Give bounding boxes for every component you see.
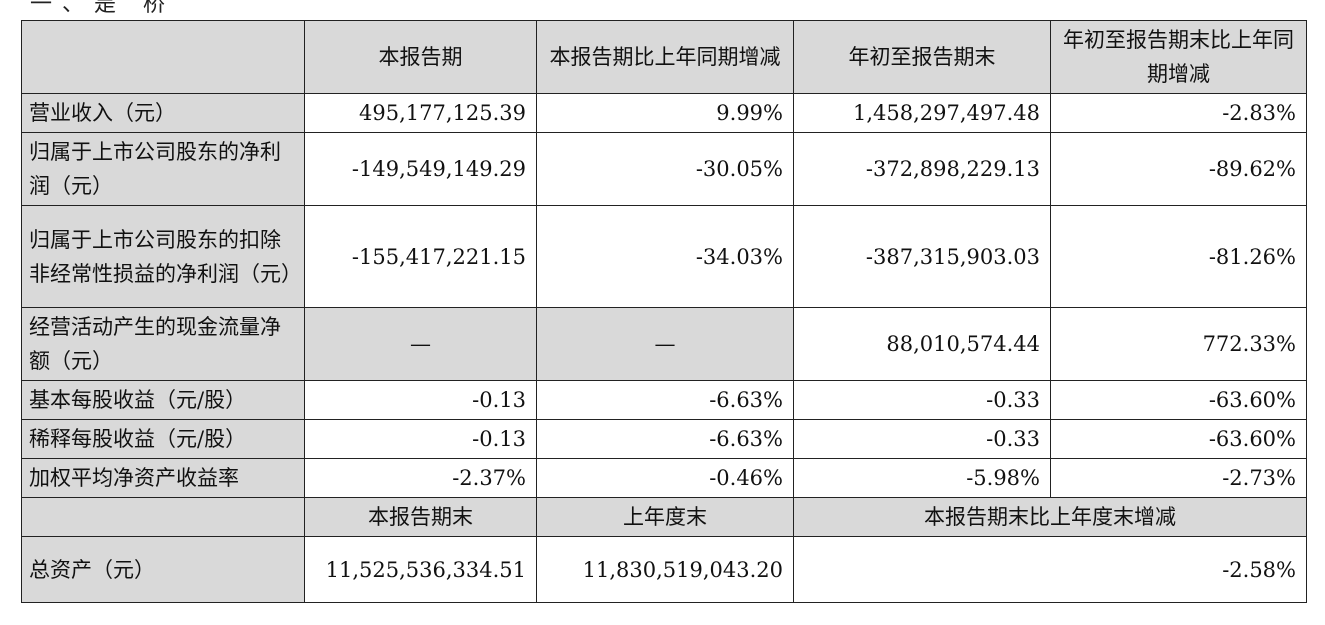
table-row: 经营活动产生的现金流量净额（元） — — 88,010,574.44 772.3…: [21, 307, 1307, 381]
header-ytd-yoy: 年初至报告期末比上年同期增减: [1050, 20, 1307, 94]
table-cell: -0.33: [793, 419, 1051, 459]
table-cell: 9.99%: [536, 93, 794, 133]
table-cell: -2.58%: [793, 536, 1307, 603]
table-cell: -149,549,149.29: [304, 132, 537, 206]
row-label: 经营活动产生的现金流量净额（元）: [21, 307, 305, 381]
table-cell: -30.05%: [536, 132, 794, 206]
table-cell: 88,010,574.44: [793, 307, 1051, 381]
page-heading-fragment: 一、是 桥: [30, 0, 175, 17]
table-subheader-row: 本报告期末 上年度末 本报告期末比上年度末增减: [21, 497, 1307, 537]
table-cell: 1,458,297,497.48: [793, 93, 1051, 133]
table-cell: -0.46%: [536, 458, 794, 498]
table-cell: -2.73%: [1050, 458, 1307, 498]
table-row: 基本每股收益（元/股） -0.13 -6.63% -0.33 -63.60%: [21, 380, 1307, 420]
table-cell: -34.03%: [536, 205, 794, 308]
row-label: 加权平均净资产收益率: [21, 458, 305, 498]
row-label: 基本每股收益（元/股）: [21, 380, 305, 420]
table-cell: -2.37%: [304, 458, 537, 498]
table-row: 营业收入（元） 495,177,125.39 9.99% 1,458,297,4…: [21, 93, 1307, 133]
financial-data-table: 本报告期 本报告期比上年同期增减 年初至报告期末 年初至报告期末比上年同期增减 …: [21, 20, 1307, 603]
table-row: 稀释每股收益（元/股） -0.13 -6.63% -0.33 -63.60%: [21, 419, 1307, 459]
table-cell: -0.13: [304, 380, 537, 420]
row-label: 营业收入（元）: [21, 93, 305, 133]
subheader-change: 本报告期末比上年度末增减: [793, 497, 1307, 537]
table-header-row: 本报告期 本报告期比上年同期增减 年初至报告期末 年初至报告期末比上年同期增减: [21, 20, 1307, 94]
header-cell-empty: [21, 20, 305, 94]
subheader-cell-empty: [21, 497, 305, 537]
table-cell: -0.13: [304, 419, 537, 459]
table-cell: -6.63%: [536, 419, 794, 459]
subheader-prior-year-end: 上年度末: [536, 497, 794, 537]
table-cell: -2.83%: [1050, 93, 1307, 133]
table-cell: 495,177,125.39: [304, 93, 537, 133]
table-cell: -0.33: [793, 380, 1051, 420]
header-current-period-yoy: 本报告期比上年同期增减: [536, 20, 794, 94]
row-label: 总资产（元）: [21, 536, 305, 603]
table-row: 归属于上市公司股东的净利润（元） -149,549,149.29 -30.05%…: [21, 132, 1307, 206]
table-row: 归属于上市公司股东的扣除非经常性损益的净利润（元） -155,417,221.1…: [21, 205, 1307, 308]
table-row: 加权平均净资产收益率 -2.37% -0.46% -5.98% -2.73%: [21, 458, 1307, 498]
row-label: 归属于上市公司股东的扣除非经常性损益的净利润（元）: [21, 205, 305, 308]
table-cell: -155,417,221.15: [304, 205, 537, 308]
subheader-period-end: 本报告期末: [304, 497, 537, 537]
table-cell: -372,898,229.13: [793, 132, 1051, 206]
table-cell: -63.60%: [1050, 380, 1307, 420]
table-cell: -81.26%: [1050, 205, 1307, 308]
table-cell: -387,315,903.03: [793, 205, 1051, 308]
table-cell: -5.98%: [793, 458, 1051, 498]
table-cell: —: [536, 307, 794, 381]
table-cell: 11,830,519,043.20: [536, 536, 794, 603]
table-cell: -6.63%: [536, 380, 794, 420]
table-cell: —: [304, 307, 537, 381]
table-cell: -89.62%: [1050, 132, 1307, 206]
table-cell: 772.33%: [1050, 307, 1307, 381]
row-label: 稀释每股收益（元/股）: [21, 419, 305, 459]
header-current-period: 本报告期: [304, 20, 537, 94]
header-ytd: 年初至报告期末: [793, 20, 1051, 94]
row-label: 归属于上市公司股东的净利润（元）: [21, 132, 305, 206]
table-cell: 11,525,536,334.51: [304, 536, 537, 603]
table-row: 总资产（元） 11,525,536,334.51 11,830,519,043.…: [21, 536, 1307, 603]
table-cell: -63.60%: [1050, 419, 1307, 459]
